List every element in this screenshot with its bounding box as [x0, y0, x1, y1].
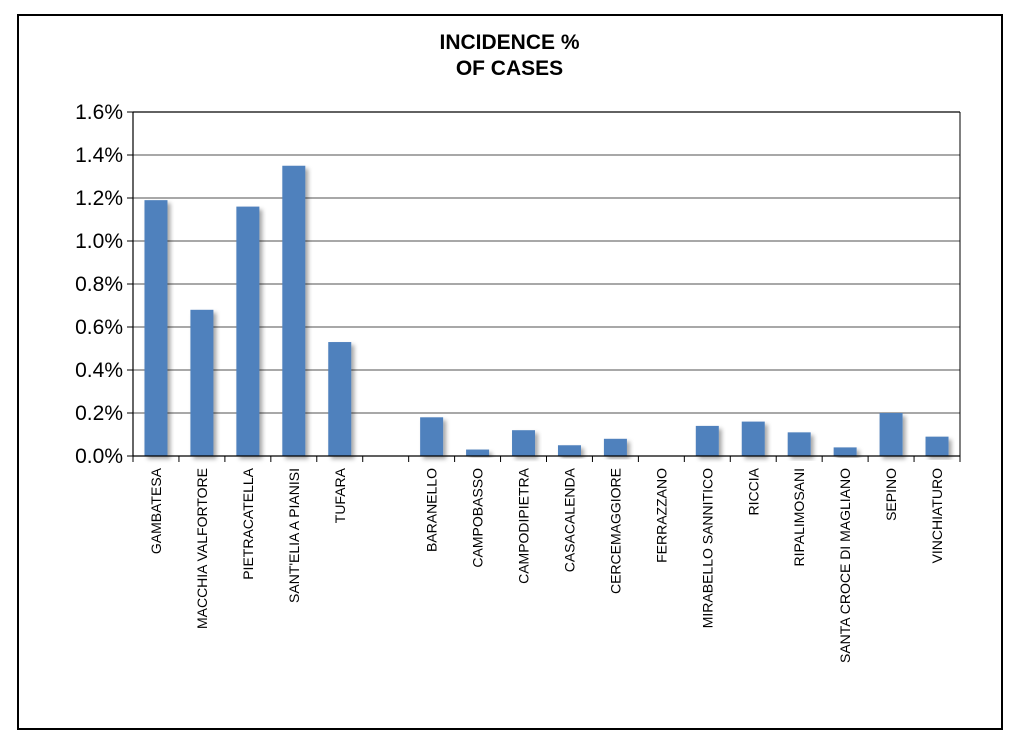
bar	[833, 447, 857, 456]
x-tick-label: TUFARA	[332, 467, 348, 523]
bar	[787, 432, 811, 456]
y-tick-label: 0.8%	[75, 273, 123, 296]
bar	[695, 425, 719, 456]
x-tick-label: SEPINO	[883, 468, 899, 521]
bar	[282, 165, 306, 456]
y-tick-label: 1.0%	[75, 230, 123, 253]
bar	[512, 430, 536, 456]
gridlines	[133, 111, 960, 414]
y-tick-label: 0.2%	[75, 402, 123, 425]
x-tick-label: VINCHIATURO	[929, 468, 945, 564]
x-tick-label: SANTA CROCE DI MAGLIANO	[837, 468, 853, 663]
chart-frame	[17, 14, 1003, 730]
x-tick-label: BARANELLO	[424, 468, 440, 552]
bar	[328, 342, 352, 456]
bar	[925, 436, 949, 456]
x-tick-label: SANT'ELIA A PIANISI	[286, 468, 302, 603]
y-axis-ticks: 0.0% 0.2% 0.4% 0.6% 0.8% 1.0% 1.2% 1.4% 1.6%	[75, 101, 133, 468]
chart-title-line-1: INCIDENCE %	[439, 31, 580, 54]
chart-title-line-2: OF CASES	[455, 57, 564, 80]
x-tick-label: CAMPOBASSO	[470, 468, 486, 568]
y-tick-label: 0.6%	[75, 316, 123, 339]
bar	[741, 421, 765, 456]
x-tick-label: CAMPODIPIETRA	[516, 467, 532, 584]
x-tick-label: PIETRACATELLA	[240, 467, 256, 579]
x-tick-label: MIRABELLO SANNITICO	[699, 468, 715, 628]
chart-title: INCIDENCE % OF CASES	[0, 30, 1019, 82]
bars	[144, 165, 949, 456]
x-tick-label: GAMBATESA	[148, 467, 164, 554]
y-tick-label: 0.0%	[75, 445, 123, 468]
x-tick-label: CERCEMAGGIORE	[607, 468, 623, 594]
x-axis-ticks: GAMBATESA MACCHIA VALFORTORE PIETRACATELLA…	[132, 456, 961, 663]
bar	[190, 309, 214, 456]
bar	[879, 413, 903, 456]
x-tick-label: RICCIA	[745, 467, 761, 515]
bar	[236, 206, 260, 456]
bar	[603, 438, 627, 456]
bar	[420, 417, 444, 456]
y-tick-label: 1.2%	[75, 187, 123, 210]
x-tick-label: RIPALIMOSANI	[791, 468, 807, 567]
bar	[557, 445, 581, 456]
x-tick-label: CASACALENDA	[561, 467, 577, 572]
y-tick-label: 0.4%	[75, 359, 123, 382]
bar	[144, 200, 168, 456]
y-tick-label: 1.6%	[75, 101, 123, 124]
x-tick-label: MACCHIA VALFORTORE	[194, 468, 210, 629]
x-tick-label: FERRAZZANO	[653, 468, 669, 563]
y-tick-label: 1.4%	[75, 144, 123, 167]
bar	[466, 449, 490, 456]
